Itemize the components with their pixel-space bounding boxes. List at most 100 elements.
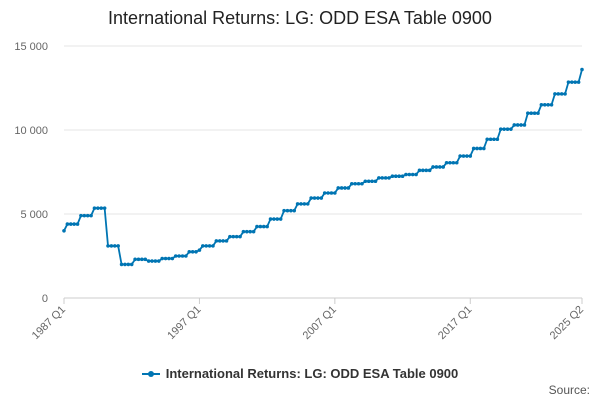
data-point[interactable]	[343, 186, 347, 190]
data-point[interactable]	[482, 146, 486, 151]
data-point[interactable]	[556, 92, 561, 96]
data-point[interactable]	[302, 202, 307, 206]
data-point[interactable]	[431, 165, 435, 169]
data-point[interactable]	[356, 181, 361, 186]
data-point[interactable]	[576, 80, 581, 84]
data-point[interactable]	[333, 191, 337, 195]
data-point[interactable]	[461, 154, 466, 158]
data-point[interactable]	[512, 123, 517, 127]
data-point[interactable]	[163, 256, 168, 261]
data-point[interactable]	[438, 165, 442, 169]
data-point[interactable]	[248, 229, 253, 234]
data-point[interactable]	[231, 234, 236, 239]
data-point[interactable]	[465, 154, 469, 158]
data-point[interactable]	[373, 179, 378, 184]
data-point[interactable]	[285, 208, 290, 213]
data-point[interactable]	[82, 213, 87, 218]
data-point[interactable]	[157, 259, 161, 263]
data-point[interactable]	[522, 123, 527, 127]
data-point[interactable]	[339, 186, 344, 190]
data-point[interactable]	[75, 222, 80, 226]
data-point[interactable]	[109, 244, 114, 248]
data-point[interactable]	[234, 234, 239, 239]
data-point[interactable]	[349, 181, 354, 186]
data-point[interactable]	[136, 257, 141, 262]
data-point[interactable]	[410, 172, 415, 177]
data-point[interactable]	[549, 103, 554, 107]
data-point[interactable]	[542, 103, 547, 107]
data-point[interactable]	[289, 208, 293, 213]
data-point[interactable]	[448, 160, 452, 165]
data-point[interactable]	[140, 257, 144, 262]
data-point[interactable]	[106, 244, 110, 248]
data-point[interactable]	[312, 196, 317, 200]
data-point[interactable]	[407, 172, 412, 177]
data-point[interactable]	[360, 181, 364, 186]
data-point[interactable]	[62, 229, 66, 233]
data-point[interactable]	[299, 202, 303, 206]
data-point[interactable]	[258, 224, 263, 229]
data-point[interactable]	[292, 208, 297, 213]
data-point[interactable]	[563, 92, 567, 96]
data-point[interactable]	[441, 165, 445, 169]
data-point[interactable]	[553, 92, 557, 96]
data-point[interactable]	[400, 174, 405, 178]
data-point[interactable]	[509, 127, 513, 131]
data-point[interactable]	[201, 244, 205, 248]
data-point[interactable]	[245, 229, 249, 234]
data-point[interactable]	[228, 234, 232, 239]
data-point[interactable]	[295, 202, 300, 206]
data-point[interactable]	[96, 206, 100, 210]
data-point[interactable]	[326, 191, 330, 195]
data-point[interactable]	[68, 222, 73, 226]
data-point[interactable]	[458, 154, 462, 158]
data-point[interactable]	[424, 168, 429, 173]
data-point[interactable]	[434, 165, 439, 169]
data-point[interactable]	[377, 176, 381, 180]
data-point[interactable]	[268, 217, 273, 221]
data-point[interactable]	[265, 224, 269, 229]
data-point[interactable]	[261, 224, 266, 229]
data-point[interactable]	[580, 67, 584, 72]
data-point[interactable]	[329, 191, 334, 195]
data-point[interactable]	[79, 213, 83, 218]
data-point[interactable]	[204, 244, 208, 248]
data-point[interactable]	[211, 244, 215, 248]
data-point[interactable]	[515, 123, 520, 127]
data-point[interactable]	[417, 168, 422, 173]
data-point[interactable]	[532, 111, 537, 115]
data-point[interactable]	[238, 234, 242, 239]
data-point[interactable]	[414, 172, 418, 177]
data-point[interactable]	[488, 137, 493, 142]
data-point[interactable]	[123, 262, 127, 267]
data-point[interactable]	[353, 181, 357, 186]
data-point[interactable]	[126, 262, 131, 267]
data-point[interactable]	[322, 191, 327, 195]
data-point[interactable]	[173, 254, 178, 258]
data-point[interactable]	[102, 206, 107, 210]
data-point[interactable]	[197, 248, 202, 252]
data-point[interactable]	[498, 127, 503, 131]
legend[interactable]: International Returns: LG: ODD ESA Table…	[0, 366, 600, 382]
data-point[interactable]	[404, 172, 408, 177]
data-point[interactable]	[184, 254, 188, 258]
data-point[interactable]	[454, 160, 459, 165]
data-point[interactable]	[390, 174, 395, 178]
data-point[interactable]	[346, 186, 351, 190]
data-point[interactable]	[336, 186, 341, 190]
data-point[interactable]	[143, 257, 148, 262]
data-point[interactable]	[370, 179, 374, 184]
data-point[interactable]	[278, 217, 283, 221]
data-point[interactable]	[526, 111, 530, 115]
data-point[interactable]	[502, 127, 506, 131]
data-point[interactable]	[495, 137, 500, 142]
data-point[interactable]	[397, 174, 401, 178]
data-point[interactable]	[471, 146, 476, 151]
data-point[interactable]	[241, 229, 246, 234]
data-point[interactable]	[566, 80, 571, 84]
data-point[interactable]	[468, 154, 473, 158]
data-point[interactable]	[546, 103, 550, 107]
data-point[interactable]	[282, 208, 286, 213]
data-point[interactable]	[559, 92, 564, 96]
data-point[interactable]	[485, 137, 490, 142]
